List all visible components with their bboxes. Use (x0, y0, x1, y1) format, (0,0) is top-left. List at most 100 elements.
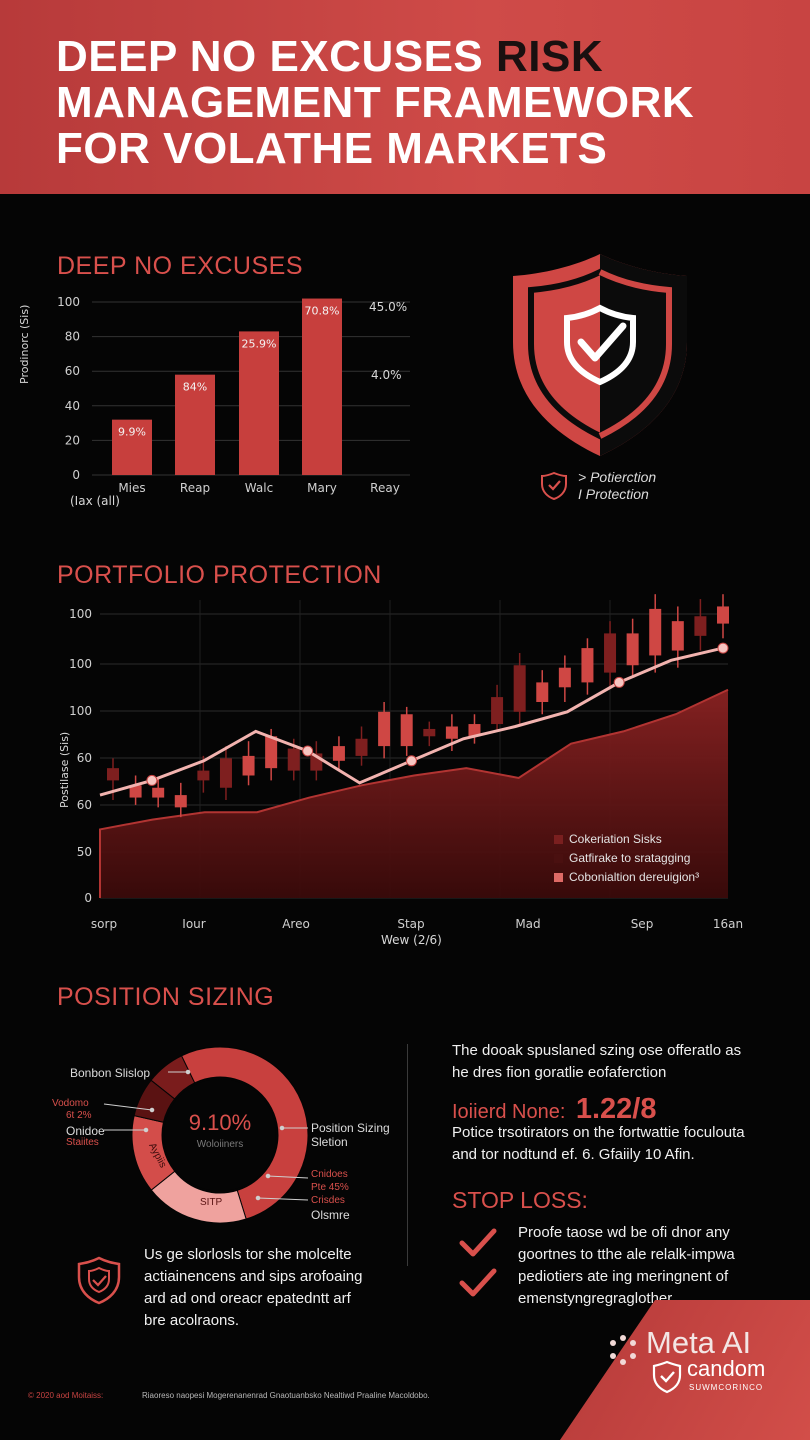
legend-item-1: Cokeriation Sisks (554, 832, 662, 846)
donut-label-right-5: Crisdes (311, 1195, 345, 1206)
pf-line-point (717, 642, 729, 654)
title-part-risk: RISK (496, 32, 604, 81)
pf-xtick-label: Sep (631, 917, 654, 931)
pf-ytick-label: 100 (69, 704, 92, 718)
bar-xtick-label: Mies (118, 481, 145, 495)
pf-ytick-label: 100 (69, 657, 92, 671)
bar-xtick-label: Reay (370, 481, 400, 495)
legend-swatch (554, 873, 563, 883)
meta-ai-logo-icon (610, 1335, 636, 1365)
bar-ytick-label: 40 (65, 399, 80, 413)
position-sizing-title: POSITION SIZING (57, 983, 275, 1011)
right-para2: Potice trsotirators on the fortwattie fo… (452, 1122, 745, 1166)
legend-swatch (554, 835, 563, 845)
bar-ytick-label: 100 (57, 295, 80, 309)
donut-callout-lines (103, 1069, 309, 1201)
title-part-3: FOR VOLATHE MARKETS (56, 124, 608, 173)
check-icon (459, 1268, 497, 1297)
shield-label-2: I Protection (578, 486, 649, 502)
bar-xtick-label: Reap (180, 481, 210, 495)
pf-candle (197, 770, 210, 781)
note-shield-icon (77, 1256, 121, 1305)
donut-label-left-5: Staiites (66, 1137, 99, 1148)
pf-candle (107, 768, 119, 781)
donut-hole (164, 1079, 276, 1191)
pf-candle (332, 746, 345, 761)
pf-ytick-label: 60 (77, 798, 92, 812)
para2-line: and tor nodtund ef. 6. Gfaiily 10 Afin. (452, 1146, 695, 1163)
right-intro-text: The dooak spuslaned szing ose offeratlo … (452, 1040, 741, 1084)
note-line: ard ad ond oreacr epatedntt arf (144, 1290, 351, 1307)
bar (302, 298, 342, 475)
portfolio-xlabel: Wew (2/6) (381, 933, 442, 947)
pf-xtick-label: 16an (713, 917, 743, 931)
pf-candle (581, 648, 594, 683)
stop-loss-line: pediotiers ate ing meringnent of (518, 1268, 729, 1285)
pf-line-point (146, 774, 158, 786)
pf-ytick-label: 100 (69, 607, 92, 621)
brand-name: candom (687, 1356, 766, 1381)
stop-loss-line: Proofe taose wd be ofi dnor any (518, 1224, 730, 1241)
pf-xtick-label: Iour (182, 917, 205, 931)
portfolio-ylabel: Postilase (Sis) (58, 731, 71, 808)
bar-section-title: DEEP NO EXCUSES (57, 252, 304, 280)
bar-ytick-label: 60 (65, 364, 80, 378)
donut-center-sub: Woloiiners (196, 1139, 244, 1150)
brand-subtitle: SUWMCORINCO (689, 1383, 764, 1392)
para2-line: Potice trsotirators on the fortwattie fo… (452, 1124, 745, 1141)
pf-candle (174, 795, 187, 808)
bar-right-label-2: 4.0% (371, 368, 402, 382)
stop-loss-title: STOP LOSS: (452, 1187, 588, 1213)
column-divider (407, 1044, 408, 1266)
pf-candle (649, 608, 662, 656)
bar-data-label: 25.9% (242, 337, 277, 350)
donut-center-value: 9.10% (188, 1110, 252, 1135)
pf-line-point (302, 745, 314, 757)
page-title: DEEP NO EXCUSES RISK MANAGEMENT FRAMEWOR… (56, 34, 776, 172)
pf-xtick-label: Stap (397, 917, 424, 931)
highlight-value: 1.22/8 (575, 1093, 657, 1125)
pf-candle (265, 736, 278, 769)
title-part-1: DEEP NO EXCUSES (56, 32, 496, 81)
legend-label: Gatfirake to sratagging (569, 851, 691, 865)
bar (239, 331, 279, 475)
pf-candle (513, 665, 526, 712)
highlight-label: Ioiierd None: (452, 1101, 566, 1123)
footer-copyright: © 2020 aod Moitaiss: (28, 1391, 104, 1400)
pf-ytick-label: 50 (77, 845, 92, 859)
pf-candle (129, 785, 142, 798)
stop-loss-text: Proofe taose wd be ofi dnor any goortnes… (518, 1222, 735, 1310)
note-line: actiainencens and sips arofoaing (144, 1268, 363, 1285)
pf-candle (694, 616, 707, 636)
pf-candle (378, 711, 391, 747)
legend-label: Cokeriation Sisks (569, 832, 662, 846)
portfolio-chart: 0 50 60 60 100 100 100 sorp Iour Areo Stap Mad Sep 16… (69, 594, 743, 931)
donut-label-left-4: Onidoe (66, 1124, 105, 1138)
bar-xtick-label: Walc (245, 481, 273, 495)
donut-label-right-4: Pte 45% (311, 1182, 349, 1193)
pf-line-point (406, 755, 417, 767)
pf-xtick-label: Areo (282, 917, 310, 931)
bar-data-label: 9.9% (118, 426, 146, 439)
pf-candle (536, 682, 549, 702)
pf-ytick-label: 60 (77, 751, 92, 765)
shield-label-1: > Potierction (578, 469, 657, 485)
pf-xtick-label: sorp (91, 917, 117, 931)
pf-candle (604, 633, 617, 673)
note-line: Us ge slorlosls tor she molcelte (144, 1246, 352, 1263)
pf-candle (219, 758, 232, 788)
pf-candle (445, 726, 458, 739)
pf-area (100, 689, 728, 898)
bar-xtick-label: Mary (307, 481, 337, 495)
pf-candle (717, 606, 729, 624)
pf-candle (355, 738, 368, 756)
bar-ytick-label: 0 (72, 468, 80, 482)
pf-xtick-label: Mad (515, 917, 540, 931)
bar-ytick-label: 80 (65, 330, 80, 344)
pf-candle (626, 633, 639, 666)
legend-item-2: Gatfirake to sratagging (554, 851, 690, 865)
pf-line-point (613, 676, 625, 688)
pf-candle (671, 621, 684, 651)
pf-candle (400, 714, 413, 747)
donut-label-right-3: Cnidoes (311, 1169, 348, 1180)
